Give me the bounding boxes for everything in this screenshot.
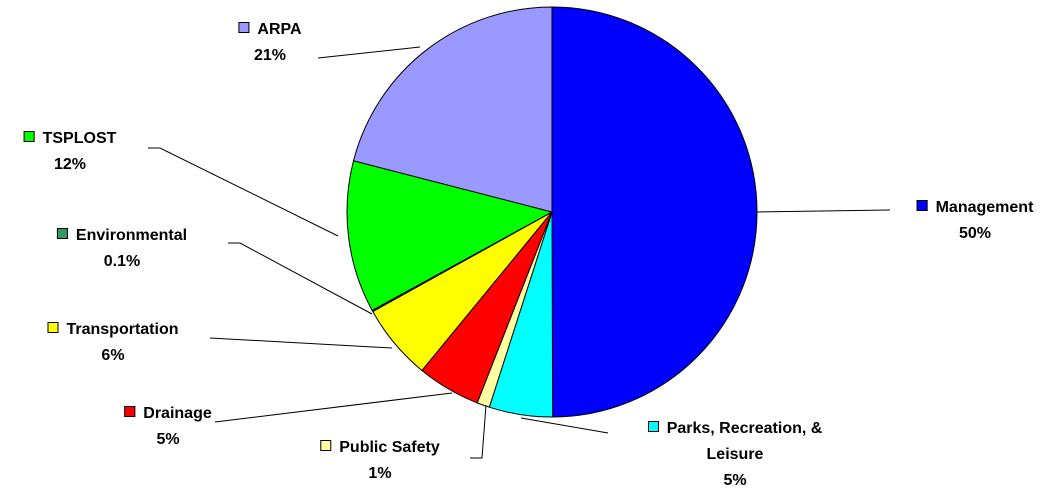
percent-label: 50%: [958, 225, 992, 242]
percent-label: 5%: [156, 431, 180, 448]
legend-entry: Public Safety: [320, 435, 440, 461]
legend-swatch: [124, 406, 136, 417]
legend-entry: Drainage: [124, 401, 212, 427]
legend-entry: Transportation: [47, 317, 179, 343]
percent-label: 6%: [101, 347, 125, 364]
category-name: Environmental: [75, 227, 188, 244]
percent-label: 5%: [723, 472, 747, 489]
leader-line: [228, 242, 373, 315]
category-name: Management: [935, 199, 1034, 216]
slice-label: Drainage 5%: [124, 401, 212, 453]
slice-label: Management 50%: [916, 195, 1034, 247]
leader-line: [317, 46, 421, 59]
slice-label: TSPLOST 12%: [23, 126, 117, 178]
leader-line: [520, 417, 609, 434]
leader-line: [214, 392, 453, 423]
percent-label: 0.1%: [103, 253, 141, 270]
slice-label: Parks, Recreation, & Leisure 5%: [635, 416, 835, 491]
pie-slice: [551, 6, 758, 418]
legend-swatch: [320, 440, 332, 451]
pie-slice: [352, 6, 553, 213]
legend-entry: Environmental: [56, 223, 188, 249]
category-name: ARPA: [257, 21, 302, 38]
legend-entry: Management: [916, 195, 1034, 221]
percent-label: 21%: [253, 47, 287, 64]
legend-swatch: [23, 131, 35, 142]
slice-label: ARPA 21%: [238, 17, 302, 69]
leader-line: [470, 404, 487, 459]
leader-line: [209, 337, 393, 349]
category-name: Parks, Recreation, & Leisure: [666, 420, 823, 463]
slice-label: Transportation 6%: [47, 317, 179, 369]
percent-label: 1%: [368, 465, 392, 482]
leader-line: [756, 209, 891, 213]
legend-swatch: [916, 200, 928, 211]
legend-swatch: [647, 421, 659, 432]
legend-entry: Parks, Recreation, & Leisure: [635, 416, 835, 468]
leader-line: [148, 147, 339, 237]
category-name: Public Safety: [339, 439, 440, 456]
slice-label: Public Safety 1%: [320, 435, 440, 487]
legend-swatch: [56, 228, 68, 239]
category-name: Transportation: [66, 321, 179, 338]
percent-label: 12%: [53, 156, 87, 173]
pie-slice: [346, 160, 554, 312]
legend-entry: TSPLOST: [23, 126, 117, 152]
legend-swatch: [238, 22, 250, 33]
category-name: Drainage: [143, 405, 212, 422]
legend-swatch: [47, 322, 59, 333]
slice-label: Environmental 0.1%: [56, 223, 188, 275]
legend-entry: ARPA: [238, 17, 302, 43]
category-name: TSPLOST: [42, 130, 117, 147]
